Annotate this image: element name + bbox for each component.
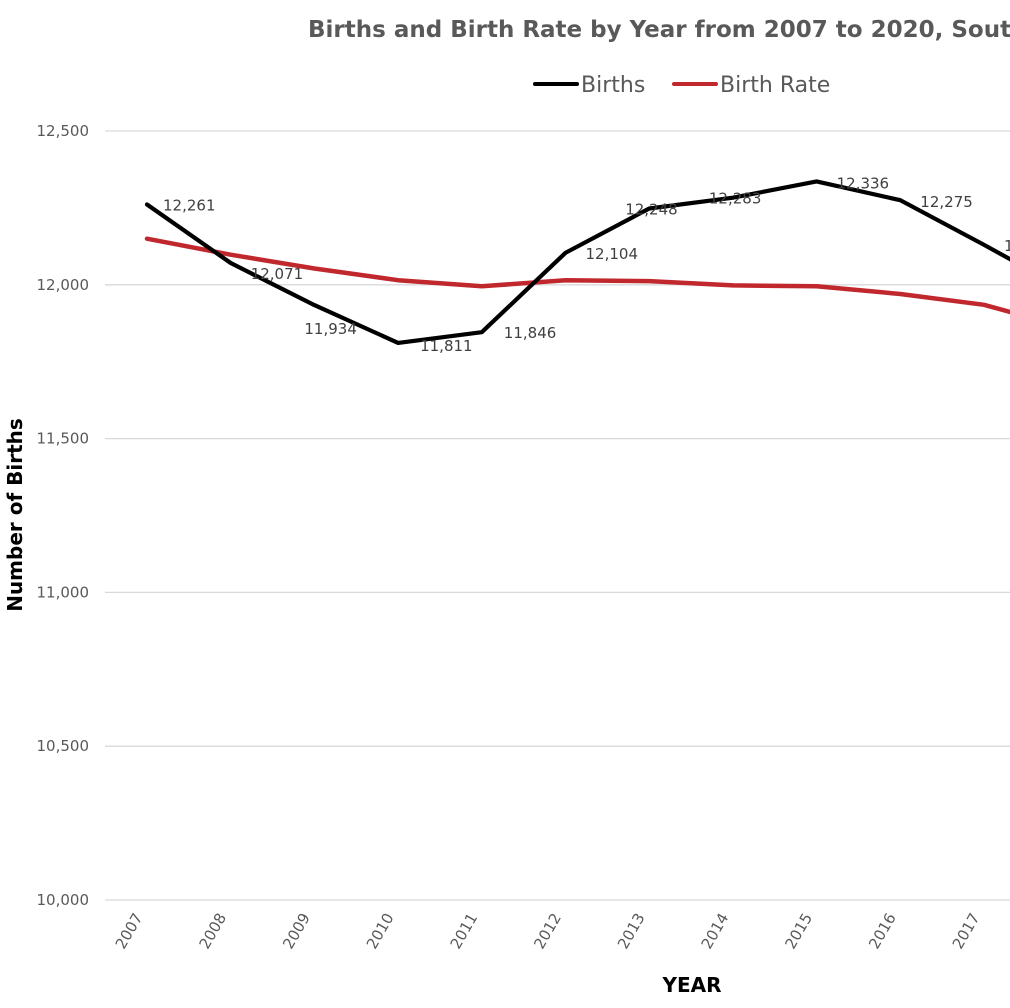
x-axis-title: YEAR [661,973,721,997]
y-tick-label: 10,000 [37,891,90,909]
chart-title: Births and Birth Rate by Year from 2007 … [308,17,1010,43]
y-tick-label: 11,500 [37,430,90,448]
x-tick-label: 2017 [949,910,984,952]
data-label-births: 1 [1004,237,1010,255]
series-lines [144,179,1010,345]
legend-label-birth-rate: Birth Rate [720,73,830,98]
data-label-births: 12,248 [625,201,678,219]
y-axis-title: Number of Births [3,418,27,612]
legend-label-births: Births [581,73,645,98]
data-label-births: 12,275 [920,193,973,211]
x-tick-label: 2013 [614,910,649,952]
data-label-births: 11,811 [420,337,473,355]
x-tick-label: 2008 [195,910,230,952]
x-tick-label: 2012 [530,910,565,952]
data-label-births: 11,934 [304,320,357,338]
x-tick-label: 2010 [363,910,398,952]
data-label-births: 12,104 [586,245,639,263]
y-tick-label: 10,500 [37,737,90,755]
x-tick-label: 2009 [279,910,314,952]
x-axis-ticks: 2007 2008 2009 2010 2011 2012 2013 2014 2015 2016… [112,910,984,952]
y-tick-label: 12,500 [37,122,90,140]
birth-rate-line [144,236,1010,315]
x-tick-label: 2014 [698,910,733,952]
x-tick-label: 2007 [112,910,147,952]
gridlines [105,130,1010,901]
data-label-births: 12,261 [163,197,216,215]
y-tick-label: 12,000 [37,276,90,294]
data-label-births: 11,846 [504,324,557,342]
data-label-births: 12,336 [837,174,890,192]
y-tick-label: 11,000 [37,583,90,601]
births-line [144,179,1010,345]
legend: Births Birth Rate [533,73,830,98]
data-labels: 12,261 12,071 11,934 11,811 11,846 12,104 12,2… [163,174,1010,354]
y-axis-ticks: 10,000 10,500 11,000 11,500 12,000 12,500 [37,122,90,909]
data-label-births: 12,283 [709,190,762,208]
x-tick-label: 2011 [447,910,482,952]
x-tick-label: 2016 [865,910,900,952]
x-tick-label: 2015 [781,910,816,952]
data-label-births: 12,071 [251,265,304,283]
